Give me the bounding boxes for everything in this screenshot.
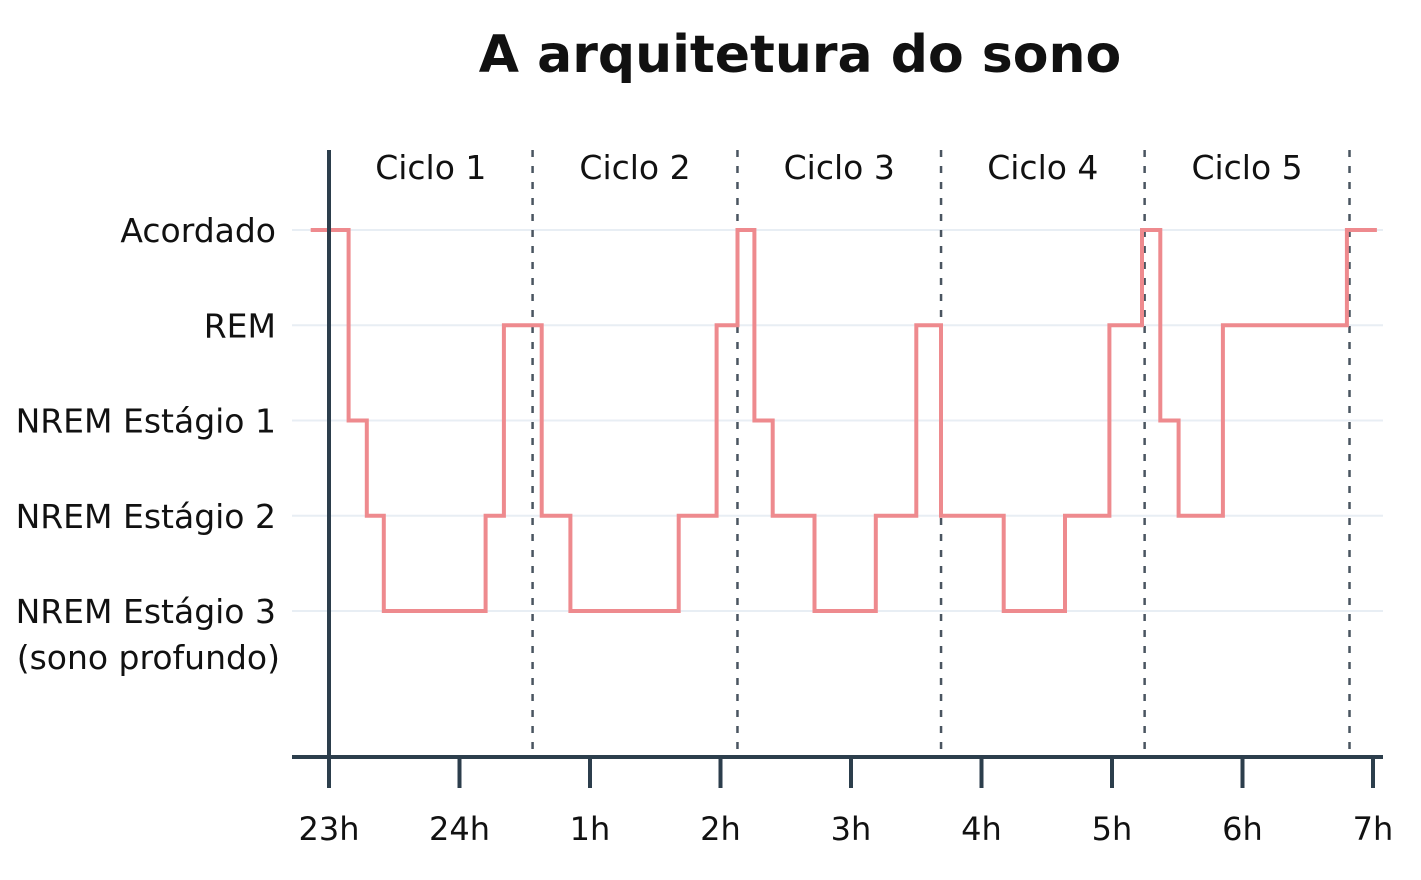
cycle-label-3: Ciclo 3 bbox=[784, 148, 895, 187]
x-tick-label-7: 6h bbox=[1222, 810, 1263, 848]
x-tick-label-4: 3h bbox=[831, 810, 872, 848]
y-label-0: Acordado bbox=[120, 211, 276, 250]
chart-title: A arquitetura do sono bbox=[479, 25, 1121, 85]
x-tick-label-5: 4h bbox=[961, 810, 1002, 848]
cycle-label-1: Ciclo 1 bbox=[375, 148, 486, 187]
cycle-labels: Ciclo 1 Ciclo 2 Ciclo 3 Ciclo 4 Ciclo 5 bbox=[375, 148, 1302, 187]
cycle-label-5: Ciclo 5 bbox=[1191, 148, 1302, 187]
y-axis-labels: Acordado REM NREM Estágio 1 NREM Estágio 2 N… bbox=[16, 211, 280, 677]
axes bbox=[292, 150, 1383, 788]
x-tick-label-6: 5h bbox=[1092, 810, 1133, 848]
x-axis-labels: 23h 24h 1h 2h 3h 4h 5h 6h 7h bbox=[299, 810, 1394, 848]
gridlines bbox=[292, 229, 1383, 612]
cycle-label-2: Ciclo 2 bbox=[579, 148, 690, 187]
y-label-1: REM bbox=[204, 306, 276, 345]
y-label-3: NREM Estágio 2 bbox=[16, 497, 276, 536]
y-label-2: NREM Estágio 1 bbox=[16, 402, 276, 441]
cycle-label-4: Ciclo 4 bbox=[987, 148, 1098, 187]
x-tick-label-8: 7h bbox=[1353, 810, 1394, 848]
series-line-1 bbox=[310, 228, 1377, 613]
series-layer bbox=[310, 228, 1377, 613]
y-sublabel-4: (sono profundo) bbox=[17, 638, 280, 677]
x-tick-label-1: 24h bbox=[429, 810, 490, 848]
x-tick-label-3: 2h bbox=[700, 810, 741, 848]
x-tick-label-0: 23h bbox=[299, 810, 360, 848]
y-label-4: NREM Estágio 3 bbox=[16, 592, 276, 631]
x-tick-label-2: 1h bbox=[570, 810, 611, 848]
